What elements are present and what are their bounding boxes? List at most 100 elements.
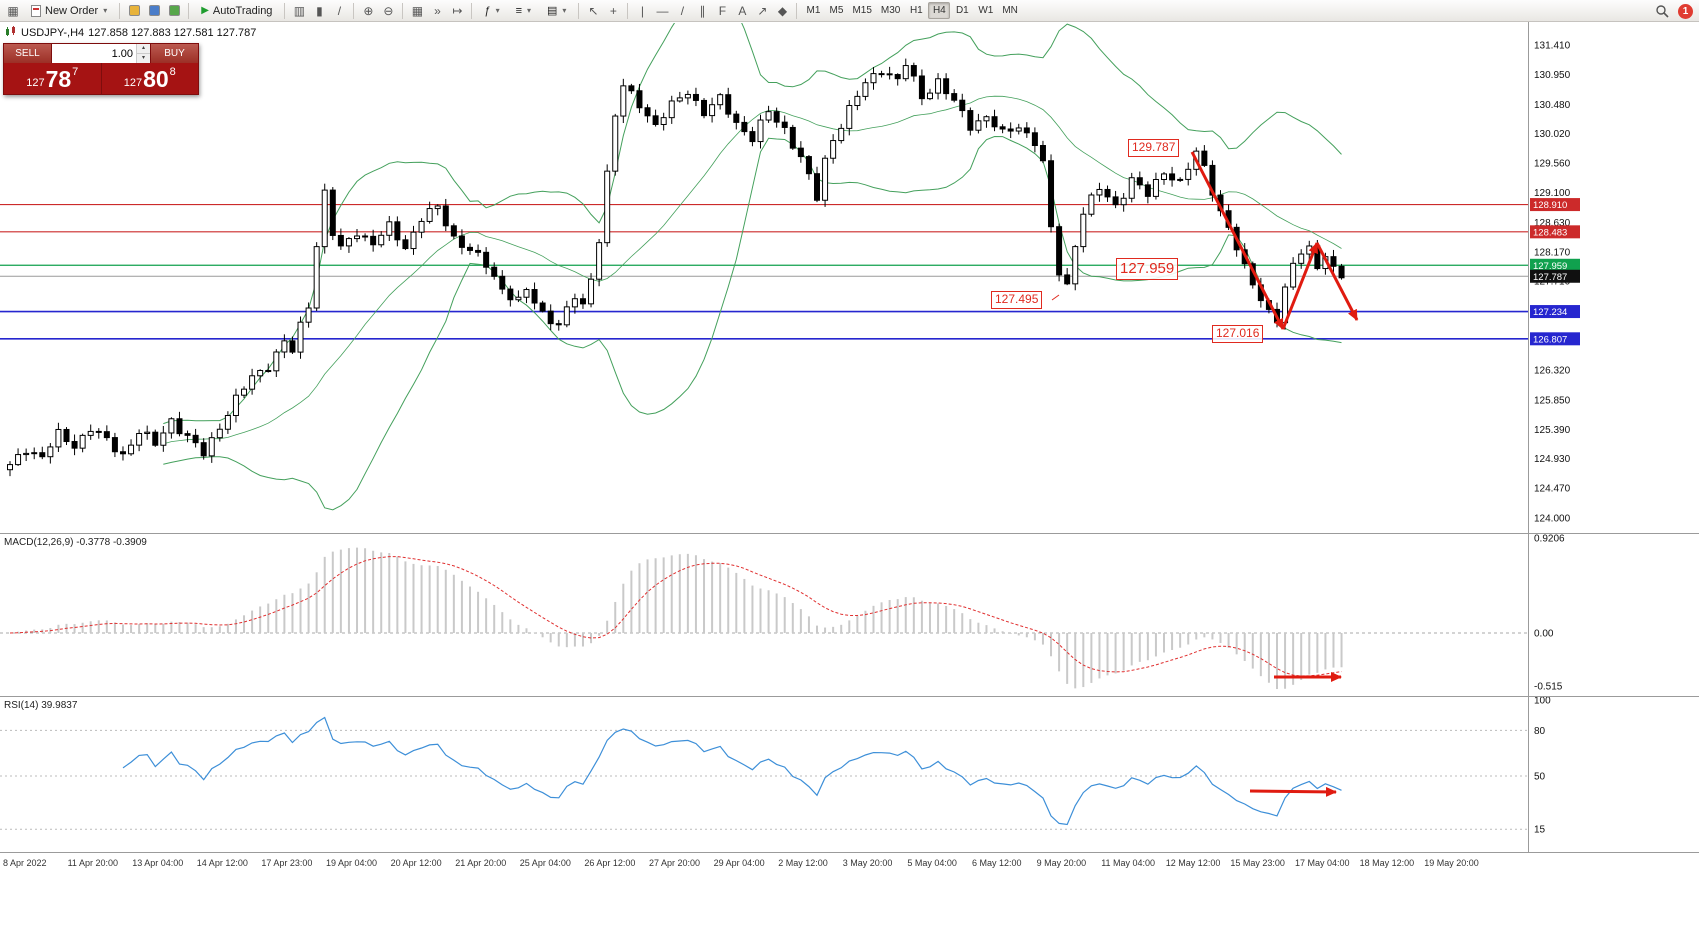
navigator-icon[interactable]	[165, 2, 183, 20]
autotrading-play-icon: ▶	[201, 5, 209, 16]
timeframe-w1-button[interactable]: W1	[974, 2, 997, 19]
toolbar-divider	[796, 2, 798, 19]
support-resistance-lines	[0, 204, 1528, 340]
timeframe-m5-button[interactable]: M5	[825, 2, 847, 19]
chart-window-icon[interactable]: ▦	[7, 3, 19, 18]
zoom-in-icon[interactable]: ⊕	[363, 3, 374, 18]
svg-text:127.959: 127.959	[1533, 261, 1567, 272]
lot-increase-icon[interactable]: ▴	[137, 44, 150, 54]
pane-separators	[0, 22, 1699, 853]
horizontal-line-icon[interactable]: —	[656, 3, 669, 18]
timeframe-h4-button[interactable]: H4	[928, 2, 951, 19]
timeframe-m15-button[interactable]: M15	[848, 2, 875, 19]
timeframe-mn-button[interactable]: MN	[998, 2, 1022, 19]
svg-text:100: 100	[1534, 696, 1551, 707]
vertical-line-icon[interactable]: |	[640, 3, 644, 18]
svg-text:129.100: 129.100	[1534, 188, 1571, 199]
svg-text:15: 15	[1534, 825, 1546, 836]
svg-text:5 May 04:00: 5 May 04:00	[907, 858, 957, 868]
svg-text:124.470: 124.470	[1534, 483, 1571, 494]
metaeditor-icon[interactable]	[125, 2, 143, 20]
lot-size-stepper: ▴ ▾	[136, 44, 150, 63]
shapes-icon[interactable]: ◆	[777, 3, 788, 18]
toolbar-divider	[353, 2, 355, 19]
chart-symbol-period: USDJPY-,H4	[21, 27, 85, 39]
buy-price-prefix: 127	[123, 77, 143, 89]
trendline-icon[interactable]: /	[680, 3, 685, 18]
svg-text:124.930: 124.930	[1534, 454, 1571, 465]
fibonacci-icon[interactable]: F	[718, 3, 727, 18]
timeframe-m30-button[interactable]: M30	[877, 2, 904, 19]
timeframe-m1-button[interactable]: M1	[802, 2, 824, 19]
svg-text:26 Apr 12:00: 26 Apr 12:00	[584, 858, 635, 868]
macd-label: MACD(12,26,9) -0.3778 -0.3909	[4, 537, 147, 548]
market-watch-icon[interactable]	[145, 2, 163, 20]
svg-text:19 May 20:00: 19 May 20:00	[1424, 858, 1479, 868]
indicators-icon: ƒ	[484, 4, 491, 17]
svg-text:19 Apr 04:00: 19 Apr 04:00	[326, 858, 377, 868]
shift-end-icon[interactable]: ↦	[452, 3, 463, 18]
chart-icon	[5, 26, 17, 40]
price-annotation: 127.959	[1116, 258, 1179, 280]
sell-price-display[interactable]: 127 78 7	[4, 63, 101, 94]
buy-price-display[interactable]: 127 80 8	[102, 63, 199, 94]
text-tool-icon[interactable]: A	[738, 3, 747, 18]
svg-text:0.00: 0.00	[1534, 629, 1554, 640]
svg-text:131.410: 131.410	[1534, 41, 1571, 52]
autoscroll-icon[interactable]: »	[434, 3, 441, 18]
one-click-trading-widget: SELL ▴ ▾ BUY 127 78 7 127 80 8	[3, 43, 199, 95]
price-scale: 131.410 130.950 130.480 130.020 129.560 129.1…	[1530, 41, 1580, 836]
lot-decrease-icon[interactable]: ▾	[137, 54, 150, 63]
svg-text:21 Apr 20:00: 21 Apr 20:00	[455, 858, 506, 868]
templates-button[interactable]: ▤ ▾	[540, 2, 573, 20]
templates-icon: ▤	[547, 5, 558, 17]
chevron-down-icon: ▾	[527, 6, 532, 15]
search-icon[interactable]	[1653, 2, 1671, 20]
chevron-down-icon: ▾	[103, 6, 108, 15]
arrows-tool-icon[interactable]: ↗	[757, 3, 768, 18]
svg-text:2 May 12:00: 2 May 12:00	[778, 858, 828, 868]
line-chart-icon[interactable]: /	[337, 3, 342, 18]
svg-text:126.807: 126.807	[1533, 334, 1567, 345]
svg-text:130.480: 130.480	[1534, 100, 1571, 111]
buy-button[interactable]: BUY	[151, 44, 198, 63]
svg-text:11 Apr 20:00: 11 Apr 20:00	[68, 858, 118, 868]
autotrading-button[interactable]: ▶ AutoTrading	[194, 2, 279, 20]
toolbar-divider	[578, 2, 580, 19]
svg-text:17 Apr 23:00: 17 Apr 23:00	[261, 858, 312, 868]
timeframe-h1-button[interactable]: H1	[905, 2, 927, 19]
toolbar-divider	[627, 2, 629, 19]
notification-badge[interactable]: 1	[1678, 3, 1693, 19]
candlestick-series	[7, 58, 1345, 477]
svg-text:17 May 04:00: 17 May 04:00	[1295, 858, 1350, 868]
periods-button[interactable]: ≡ ▾	[509, 2, 538, 20]
channel-icon[interactable]: ∥	[699, 3, 706, 18]
indicators-button[interactable]: ƒ ▾	[477, 2, 506, 20]
top-toolbar: ▦ New Order ▾ ▶ AutoTrading ▥ ▮ / ⊕ ⊖ ▦ …	[0, 0, 1699, 22]
timeframe-d1-button[interactable]: D1	[951, 2, 973, 19]
chart-title: USDJPY-,H4 127.858 127.883 127.581 127.7…	[5, 26, 256, 40]
sell-button[interactable]: SELL	[4, 44, 51, 63]
price-annotation: 127.495	[991, 291, 1043, 309]
price-divider	[100, 63, 102, 94]
svg-text:29 Apr 04:00: 29 Apr 04:00	[714, 858, 765, 868]
svg-text:126.320: 126.320	[1534, 365, 1571, 376]
new-order-button[interactable]: New Order ▾	[24, 2, 114, 20]
zoom-out-icon[interactable]: ⊖	[383, 3, 394, 18]
toolbar-divider	[119, 2, 121, 19]
sell-price-point: 7	[72, 66, 79, 78]
svg-text:9 May 20:00: 9 May 20:00	[1037, 858, 1087, 868]
svg-text:80: 80	[1534, 726, 1546, 737]
toolbar-divider	[402, 2, 404, 19]
crosshair-icon[interactable]: +	[609, 3, 617, 18]
lot-size-input[interactable]	[52, 44, 136, 63]
svg-text:128.170: 128.170	[1534, 247, 1571, 258]
cursor-icon[interactable]: ↖	[588, 3, 599, 18]
svg-text:6 May 12:00: 6 May 12:00	[972, 858, 1022, 868]
buy-price-point: 8	[169, 66, 176, 78]
toolbar-divider	[284, 2, 286, 19]
tile-windows-icon[interactable]: ▦	[411, 3, 424, 18]
bar-chart-icon[interactable]: ▥	[293, 3, 306, 18]
candlestick-chart-icon[interactable]: ▮	[316, 3, 323, 18]
